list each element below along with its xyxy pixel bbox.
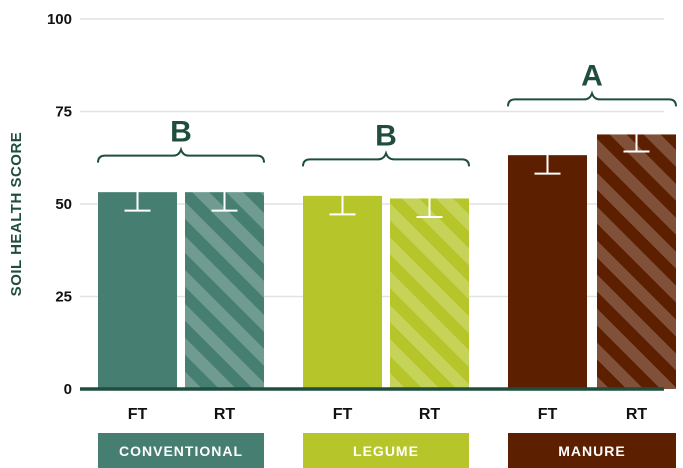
labels: 0 25 50 75 100 SOIL HEALTH SCORE FT RT FT RT FT RT B…: [8, 11, 677, 468]
y-tick-label: 0: [64, 381, 72, 398]
group-label-box: [508, 433, 676, 468]
error-bar: [416, 178, 443, 218]
x-tick-label: RT: [626, 406, 648, 423]
bar-1: [185, 192, 264, 389]
bar-3: [390, 198, 469, 389]
significance-letter: B: [170, 116, 192, 149]
significance-bracket: [302, 150, 470, 167]
x-tick-label: FT: [333, 406, 353, 423]
group-label-box: [303, 433, 469, 468]
y-tick-label: 100: [47, 11, 72, 28]
significance-bracket: [507, 90, 677, 107]
error-bar: [329, 176, 356, 216]
x-tick-label: RT: [214, 406, 236, 423]
x-tick-label: FT: [538, 406, 558, 423]
significance-letter: A: [581, 59, 603, 92]
error-bar: [124, 172, 151, 212]
group-label: LEGUME: [353, 443, 419, 459]
significance-letter: B: [375, 119, 397, 152]
group-label-box: [98, 433, 264, 468]
bar-0: [98, 192, 177, 389]
bar-4: [508, 155, 587, 389]
bars: [98, 116, 676, 389]
y-tick-label: 25: [55, 289, 72, 306]
x-tick-label: FT: [128, 406, 148, 423]
error-bar: [211, 172, 238, 212]
error-bar: [623, 116, 650, 153]
group-label: CONVENTIONAL: [119, 443, 243, 459]
y-axis-title: SOIL HEALTH SCORE: [8, 132, 25, 297]
group-label: MANURE: [558, 443, 625, 459]
bar-5: [597, 134, 676, 389]
x-tick-label: RT: [419, 406, 441, 423]
y-tick-label: 75: [55, 104, 72, 121]
error-bar: [534, 135, 561, 175]
significance-bracket: [97, 146, 265, 163]
y-tick-label: 50: [55, 196, 72, 213]
bar-2: [303, 195, 382, 389]
